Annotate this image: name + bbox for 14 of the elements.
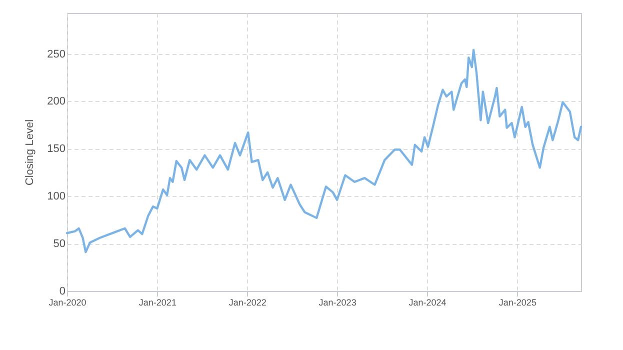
- y-tick-label: 100: [47, 190, 66, 203]
- y-tick-label: 0: [59, 286, 66, 298]
- y-tick-label: 250: [47, 48, 66, 60]
- x-tick-label: Jan-2024: [408, 298, 446, 308]
- y-tick-label: 200: [47, 96, 66, 108]
- x-tick-label: Jan-2020: [48, 298, 86, 308]
- line-series: [66, 48, 582, 254]
- x-tick-label: Jan-2021: [138, 298, 176, 308]
- x-tick-label: Jan-2025: [498, 298, 536, 308]
- x-tick-label: Jan-2023: [318, 298, 356, 308]
- x-tick-label: Jan-2022: [228, 298, 266, 308]
- y-axis-title: Closing Level: [24, 119, 36, 186]
- y-tick-label: 150: [47, 143, 66, 156]
- y-tick-label: 50: [53, 238, 66, 250]
